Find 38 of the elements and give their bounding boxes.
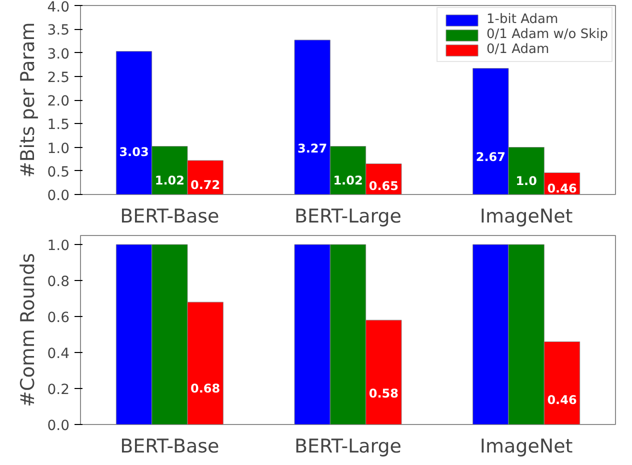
data-label: 1.0 [516,174,537,188]
y-tick-label: 0.6 [47,310,70,326]
x-tick-label: BERT-Base [120,206,220,228]
y-axis-title: #Comm Rounds [17,253,40,407]
data-label: 0.65 [368,178,398,193]
data-label: 0.72 [190,178,220,192]
legend-label: 1-bit Adam [486,12,558,27]
legend-label: 0/1 Adam [486,42,550,57]
data-label: 0.46 [547,393,577,408]
y-tick-label: 0.5 [47,164,70,180]
y-tick-label: 1.0 [47,238,70,254]
y-tick-label: 2.0 [47,94,70,110]
x-tick-label: ImageNet [480,206,573,228]
y-tick-label: 2.5 [47,70,70,86]
y-tick-label: 1.5 [47,117,70,134]
data-label: 1.02 [154,174,184,188]
y-tick-label: 0.0 [47,418,70,434]
x-tick-label: BERT-Base [120,436,220,458]
data-label: 3.03 [119,145,149,160]
y-tick-label: 0.4 [47,346,70,362]
x-tick-label: BERT-Large [294,206,402,228]
data-label: 3.27 [298,142,328,156]
x-tick-label: BERT-Large [294,436,402,458]
y-tick-label: 0.2 [47,382,70,398]
legend-label: 0/1 Adam w/o Skip [486,27,608,42]
y-tick-label: 0.8 [47,274,70,290]
data-label: 2.67 [476,150,506,164]
x-tick-label: ImageNet [480,436,573,458]
y-tick-label: 1.0 [47,140,70,157]
data-label: 0.68 [190,381,220,396]
y-axis-title: #Bits per Param [17,22,40,178]
data-label: 0.46 [547,181,577,196]
data-label: 1.02 [333,174,363,188]
data-label: 0.58 [368,386,398,401]
y-tick-label: 3.0 [47,46,70,62]
y-tick-label: 0.0 [47,188,70,204]
y-tick-label: 3.5 [47,22,70,39]
y-tick-label: 4.0 [47,0,70,16]
